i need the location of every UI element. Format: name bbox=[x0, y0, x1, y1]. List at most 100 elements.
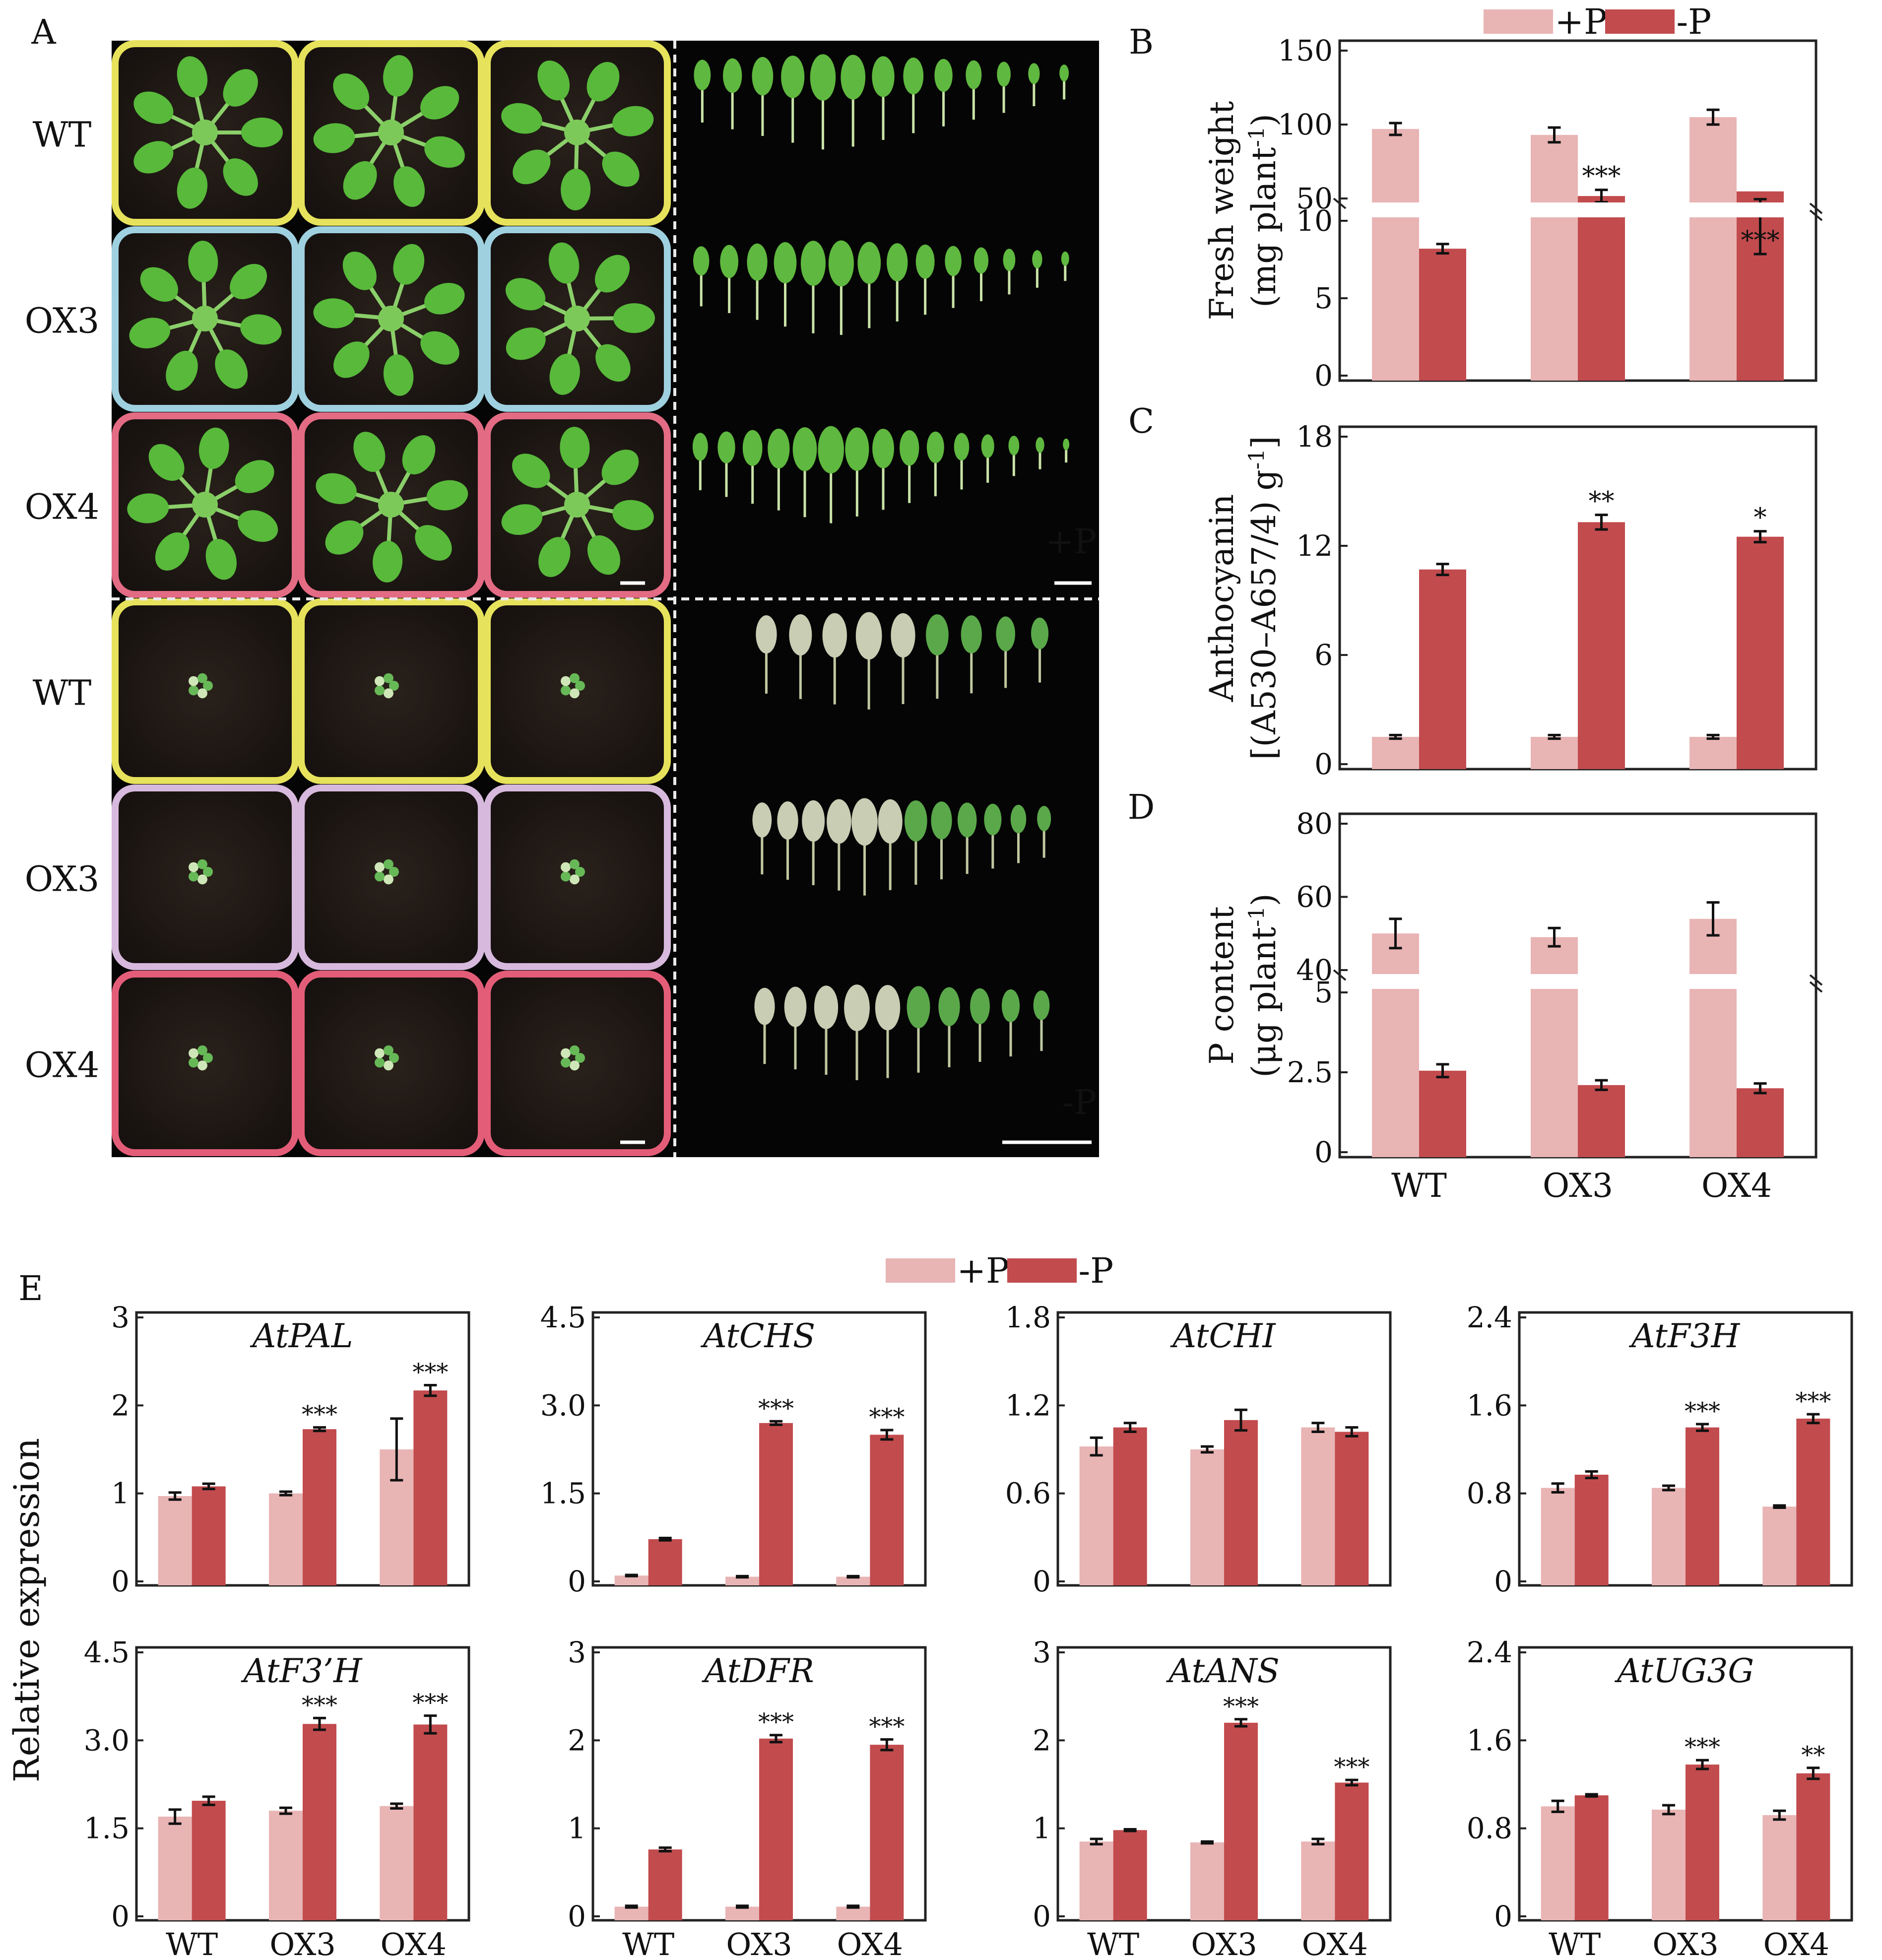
bar bbox=[1372, 129, 1419, 381]
significance-mark: *** bbox=[869, 1713, 905, 1741]
significance-mark: *** bbox=[1223, 1693, 1259, 1720]
y-tick-label: 3.0 bbox=[84, 1723, 130, 1757]
leaf-blade bbox=[754, 987, 775, 1025]
leaf-blade bbox=[313, 123, 355, 153]
bar bbox=[192, 1486, 226, 1585]
seedling-leaf bbox=[197, 874, 207, 885]
bar bbox=[725, 1576, 759, 1585]
seedling-leaf bbox=[203, 1053, 213, 1063]
y-axis-unit: (μg plant-1) bbox=[1244, 893, 1283, 1077]
y-tick-label: 3 bbox=[1033, 1635, 1051, 1669]
leaf-blade bbox=[393, 244, 425, 285]
axis-break-gap bbox=[1341, 974, 1815, 989]
pot-photo bbox=[112, 598, 299, 784]
bar bbox=[1190, 1842, 1224, 1920]
significance-mark: *** bbox=[302, 1691, 337, 1719]
y-tick-label: 40 bbox=[1296, 953, 1333, 987]
leaf-blade bbox=[1032, 250, 1042, 269]
detached-leaves-row bbox=[752, 798, 1051, 896]
gene-title: AtF3H bbox=[1628, 1317, 1741, 1355]
bar bbox=[1531, 134, 1578, 381]
leaf-blade bbox=[613, 303, 655, 333]
rosette-center bbox=[192, 492, 218, 518]
seedling-leaf bbox=[189, 685, 199, 696]
gene-title: AtCHS bbox=[700, 1317, 815, 1355]
bar bbox=[1301, 1841, 1335, 1920]
seedling-leaf bbox=[189, 1048, 199, 1058]
bar bbox=[1737, 536, 1784, 769]
seedling-leaf bbox=[375, 871, 385, 882]
row-label: OX3 bbox=[25, 859, 100, 900]
seedling-leaf bbox=[197, 673, 207, 683]
bar bbox=[158, 1496, 192, 1585]
leaf-blade bbox=[238, 510, 278, 542]
leaf-blade bbox=[424, 136, 465, 168]
rosette-center bbox=[564, 306, 590, 331]
leaf-blade bbox=[784, 986, 807, 1027]
pot-photo bbox=[112, 412, 299, 598]
leaf-blade bbox=[316, 473, 357, 504]
bar bbox=[413, 1390, 448, 1585]
y-tick-label: 0.8 bbox=[1467, 1812, 1512, 1845]
seedling-leaf bbox=[197, 688, 207, 699]
y-tick-label: 2.4 bbox=[1467, 1635, 1512, 1669]
leaf-blade bbox=[954, 433, 970, 461]
bar bbox=[1372, 933, 1419, 1157]
x-tick-label: WT bbox=[1391, 1167, 1447, 1205]
row-label: WT bbox=[33, 673, 92, 714]
row-label: OX3 bbox=[25, 301, 100, 341]
y-tick-label: 0 bbox=[1314, 359, 1333, 392]
gene-chart: *** *** 0 1 2 3 AtANS WT OX3 OX4 bbox=[1033, 1635, 1392, 1960]
seedling-leaf bbox=[375, 1048, 385, 1058]
leaf-blade bbox=[802, 800, 825, 842]
y-tick-label: 0 bbox=[568, 1899, 586, 1933]
bar bbox=[1574, 1474, 1609, 1585]
row-label: OX4 bbox=[25, 487, 100, 527]
y-tick-label: 1 bbox=[1033, 1812, 1051, 1845]
bar bbox=[648, 1539, 682, 1585]
leaf-blade bbox=[800, 241, 826, 286]
significance-mark: *** bbox=[1334, 1753, 1369, 1781]
bar bbox=[1335, 1782, 1369, 1920]
gene-title: AtF3’H bbox=[240, 1652, 363, 1690]
leaf-blade bbox=[878, 799, 903, 844]
bar bbox=[1224, 1420, 1258, 1585]
leaf-blade bbox=[891, 613, 915, 658]
seedling-leaf bbox=[383, 673, 393, 683]
leaf-blade bbox=[426, 480, 468, 511]
y-tick-label: 4.5 bbox=[84, 1635, 130, 1669]
panel-d-p-content-chart: 40 60 80 0 2.5 5 P content (μg plant-1) WT OX3 OX4 bbox=[1203, 807, 1823, 1205]
leaf-blade bbox=[961, 615, 982, 653]
leaf-blade bbox=[781, 56, 805, 98]
leaf-blade bbox=[393, 166, 425, 207]
leaf-blade bbox=[586, 62, 620, 102]
bar bbox=[1419, 249, 1466, 381]
pot-photo bbox=[484, 226, 671, 412]
y-tick-label: 6 bbox=[1314, 638, 1333, 672]
leaf-blade bbox=[692, 433, 708, 461]
bar bbox=[1574, 1795, 1609, 1920]
bar bbox=[1796, 1773, 1830, 1920]
condition-label-plus: +P bbox=[1045, 523, 1097, 562]
leaf-blade bbox=[926, 614, 949, 655]
leaf-blade bbox=[133, 91, 174, 124]
leaf-blade bbox=[1061, 251, 1069, 266]
seedling-leaf bbox=[197, 1045, 207, 1055]
leaf-blade bbox=[855, 612, 882, 660]
leaf-blade bbox=[333, 341, 370, 378]
seedling-leaf bbox=[383, 1045, 393, 1055]
leaf-blade bbox=[934, 59, 953, 92]
bar bbox=[1578, 522, 1625, 769]
detached-leaves-row bbox=[694, 54, 1069, 150]
leaf-blade bbox=[383, 354, 414, 396]
y-tick-label: 50 bbox=[1296, 182, 1333, 215]
gene-chart: *** *** 0 1 2 3 AtDFR WT OX3 OX4 bbox=[568, 1635, 927, 1960]
leaf-blade bbox=[424, 283, 465, 315]
leaf-blade bbox=[1059, 64, 1069, 82]
leaf-blade bbox=[342, 252, 377, 290]
significance-mark: *** bbox=[1795, 1387, 1831, 1415]
leaf-blade bbox=[501, 504, 543, 535]
significance-mark: *** bbox=[1582, 162, 1621, 192]
leaf-blade bbox=[1031, 617, 1049, 650]
